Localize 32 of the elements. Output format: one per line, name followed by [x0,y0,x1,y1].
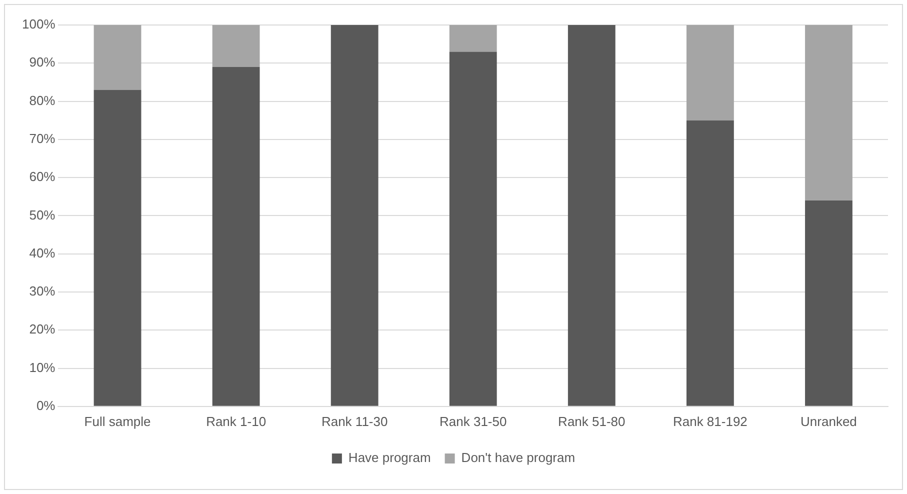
x-tick-label: Full sample [84,414,151,429]
y-tick-label: 30% [29,284,56,299]
bar [805,200,852,406]
x-tick-label: Rank 31-50 [440,414,507,429]
y-tick-label: 100% [22,16,56,32]
y-tick-label: 90% [29,54,56,70]
y-tick-label: 50% [29,207,56,222]
legend-label: Have program [348,450,431,466]
bar [330,25,378,406]
x-tick-label: Rank 81-192 [672,414,748,429]
bar [568,25,616,406]
y-tick-label: 20% [29,322,56,337]
bar [94,90,142,406]
bar [212,25,260,67]
legend-label: Don't have program [461,450,576,466]
bar [449,25,497,52]
bar [686,25,734,120]
bar [94,25,142,90]
x-tick-label: Rank 51-80 [558,414,626,429]
x-tick-label: Rank 1-10 [206,414,266,429]
y-tick-label: 80% [29,92,56,108]
x-tick-label: Rank 11-30 [321,414,388,429]
bar [449,52,497,406]
bar [805,25,852,200]
bar [686,120,734,406]
y-tick-label: 60% [29,169,56,184]
y-tick-label: 40% [29,245,56,260]
y-tick-label: 10% [29,360,56,375]
x-tick-label: Unranked [800,414,857,429]
y-tick-label: 0% [36,398,56,413]
bar [212,66,260,406]
y-tick-label: 70% [29,131,56,146]
